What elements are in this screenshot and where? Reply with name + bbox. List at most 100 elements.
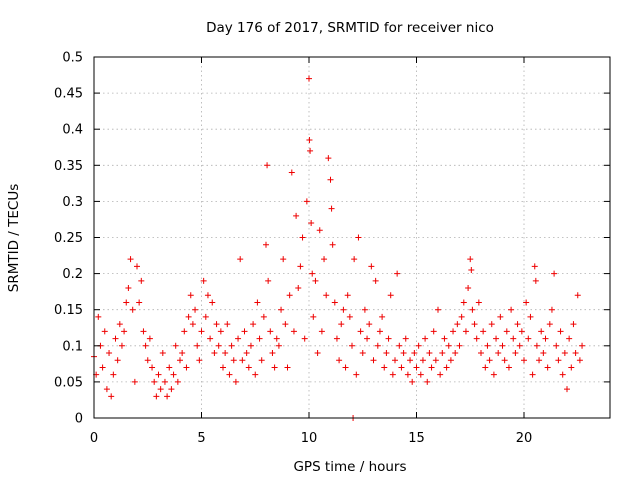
data-point: [484, 342, 491, 349]
data-point: [306, 75, 312, 82]
data-point: [269, 350, 276, 357]
plot-frame: [93, 56, 611, 419]
data-point: [138, 277, 145, 284]
data-point: [564, 386, 570, 393]
data-point: [486, 357, 493, 364]
data-point: [327, 176, 334, 183]
data-point: [144, 357, 151, 364]
data-point: [411, 350, 418, 357]
data-point: [546, 321, 553, 328]
data-point: [355, 234, 362, 241]
data-point: [505, 364, 512, 371]
x-tick-label: 0: [90, 431, 98, 446]
data-point: [131, 378, 138, 385]
data-point: [338, 321, 345, 328]
data-point: [99, 364, 106, 371]
data-point: [321, 256, 328, 263]
data-point: [413, 364, 420, 371]
data-point: [370, 357, 377, 364]
data-point: [574, 292, 581, 299]
data-point: [278, 306, 285, 313]
data-point: [328, 205, 335, 212]
data-point: [394, 270, 401, 277]
data-point: [161, 378, 168, 385]
data-point: [579, 342, 586, 349]
data-point: [228, 342, 235, 349]
data-point: [396, 342, 403, 349]
data-point: [288, 169, 295, 176]
y-axis-title: SRMTID / TECUs: [6, 184, 22, 292]
data-point: [518, 328, 525, 335]
data-point: [153, 393, 160, 400]
data-point: [222, 350, 229, 357]
data-point: [264, 162, 271, 169]
data-point: [258, 357, 265, 364]
data-point: [424, 378, 431, 385]
data-point: [460, 299, 467, 306]
data-point: [398, 364, 405, 371]
data-point: [471, 321, 478, 328]
x-tick-label: 20: [516, 431, 533, 446]
data-point: [198, 328, 205, 335]
data-point: [555, 357, 562, 364]
data-point: [310, 313, 317, 320]
data-point: [430, 328, 437, 335]
data-point: [273, 335, 280, 342]
data-point: [376, 328, 383, 335]
data-point: [204, 292, 211, 299]
data-point: [286, 292, 293, 299]
data-point: [527, 313, 534, 320]
data-point: [146, 335, 153, 342]
data-point: [114, 357, 121, 364]
data-point: [529, 371, 536, 378]
data-point: [134, 263, 140, 270]
data-point: [245, 364, 252, 371]
data-point: [252, 371, 259, 378]
data-point: [503, 328, 510, 335]
data-point: [183, 364, 190, 371]
data-point: [209, 299, 216, 306]
chart-title: Day 176 of 2017, SRMTID for receiver nic…: [206, 20, 494, 36]
data-points: [91, 75, 586, 421]
data-point: [364, 335, 371, 342]
data-point: [179, 350, 186, 357]
data-point: [241, 328, 248, 335]
data-point: [480, 328, 487, 335]
y-tick-label: 0.2: [62, 267, 83, 282]
data-point: [392, 357, 398, 364]
data-point: [501, 357, 508, 364]
data-point: [254, 299, 261, 306]
data-point: [301, 335, 308, 342]
data-point: [217, 328, 224, 335]
data-point: [200, 277, 207, 284]
data-point: [181, 328, 188, 335]
data-point: [290, 328, 297, 335]
data-point: [521, 357, 527, 364]
data-point: [372, 277, 379, 284]
data-point: [465, 285, 472, 292]
data-point: [452, 350, 459, 357]
data-point: [532, 277, 539, 284]
data-point: [194, 342, 201, 349]
data-point: [237, 256, 244, 263]
data-point: [553, 342, 560, 349]
data-point: [187, 292, 194, 299]
data-point: [309, 270, 316, 277]
data-point: [265, 277, 272, 284]
data-point: [359, 350, 366, 357]
data-point: [129, 306, 136, 313]
data-point: [168, 386, 175, 393]
data-point: [329, 241, 336, 248]
data-point: [250, 321, 257, 328]
data-point: [202, 313, 209, 320]
data-point: [299, 234, 306, 241]
data-point: [140, 328, 147, 335]
data-point: [525, 335, 532, 342]
data-point: [333, 335, 340, 342]
x-tick-label: 10: [301, 431, 318, 446]
data-point: [447, 357, 454, 364]
data-point: [417, 371, 424, 378]
y-tick-label: 0.05: [54, 375, 83, 390]
data-point: [570, 321, 577, 328]
x-tick-label: 5: [197, 431, 205, 446]
